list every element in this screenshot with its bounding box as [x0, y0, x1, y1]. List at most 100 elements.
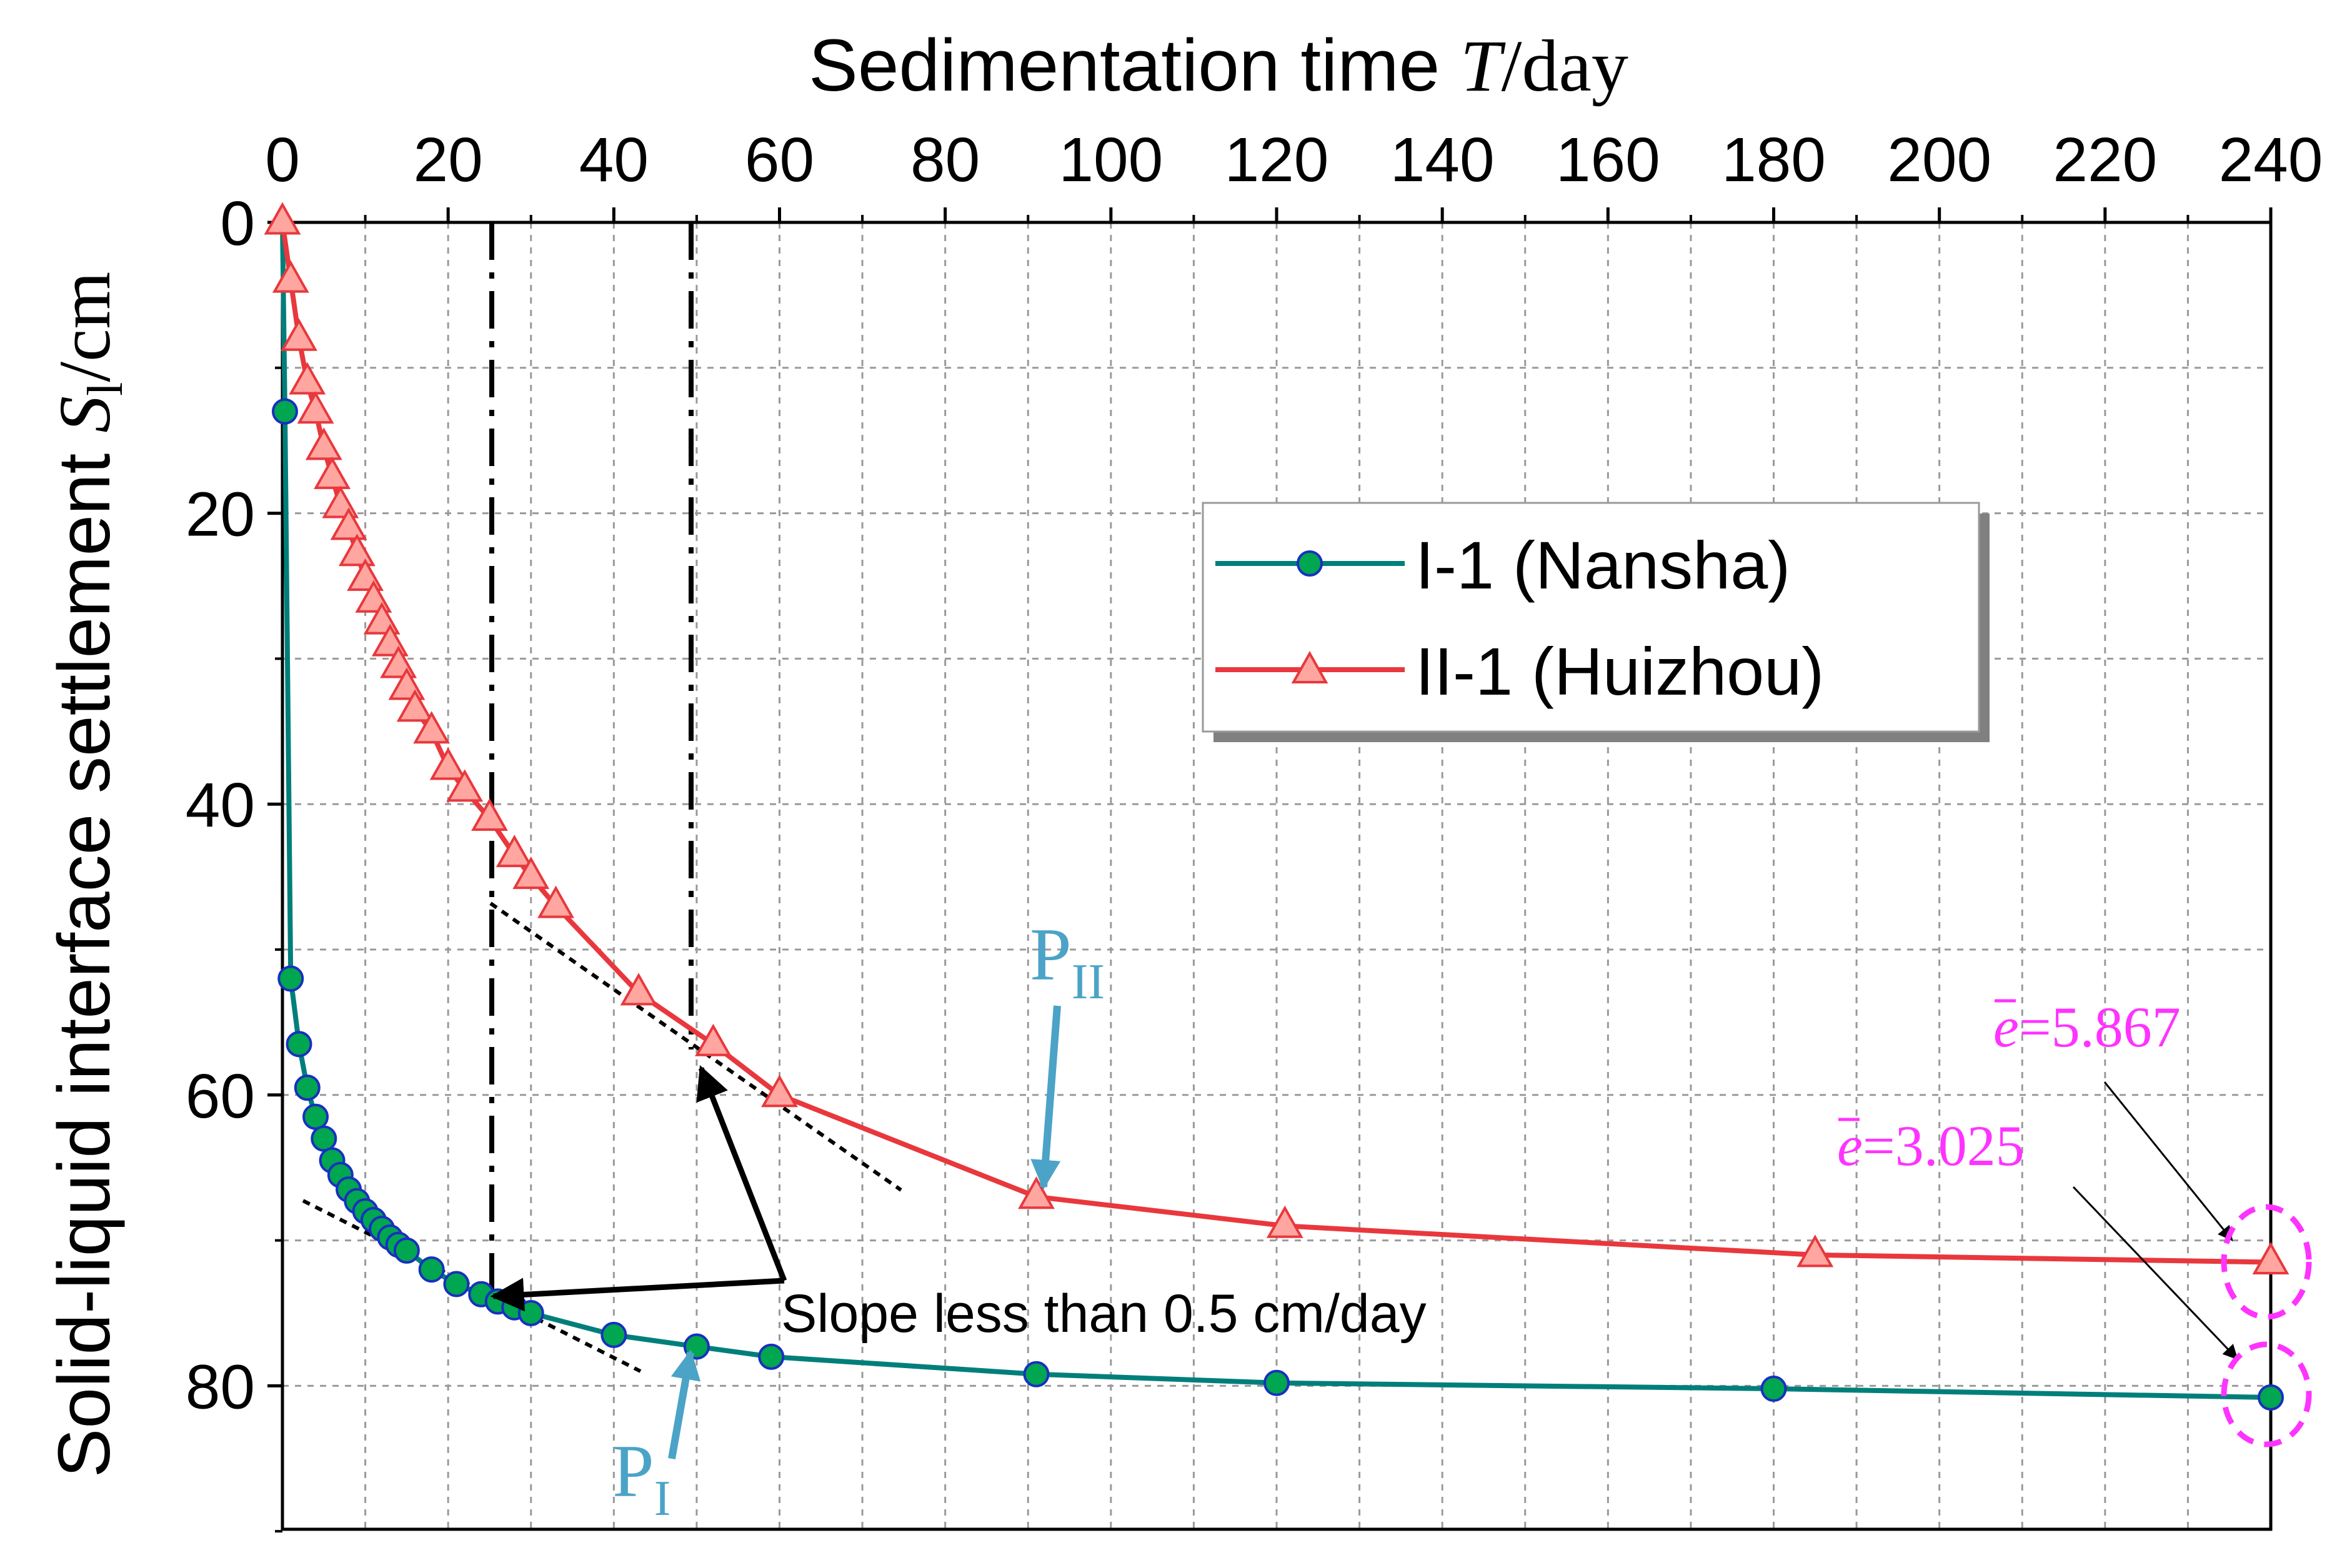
e1-highlight-circle — [2221, 1204, 2312, 1320]
data-point — [286, 1031, 312, 1058]
slope-arrow-to-p1 — [490, 1278, 785, 1312]
data-point — [1263, 1369, 1290, 1396]
e1-label: e=5.867 — [1993, 995, 2181, 1059]
data-point — [517, 1300, 544, 1326]
data-point — [338, 533, 376, 567]
data-point — [443, 1271, 470, 1298]
data-point — [537, 885, 574, 918]
data-point — [281, 318, 317, 351]
data-point — [418, 1256, 445, 1283]
data-point — [512, 856, 550, 890]
e1-label-text: =5.867 — [2019, 995, 2181, 1059]
data-point — [496, 835, 533, 868]
e1-label-var: e — [1993, 995, 2019, 1059]
slope-arrow-to-p2 — [696, 1064, 787, 1282]
e1-arrow — [2103, 1081, 2233, 1241]
x-tick-label: 200 — [1887, 125, 1991, 195]
x-tick-label: 0 — [265, 125, 300, 195]
legend-box — [1202, 502, 1980, 733]
data-point — [264, 202, 301, 235]
data-point — [272, 260, 309, 293]
slope-annotation: Slope less than 0.5 cm/day — [781, 1284, 1427, 1344]
legend-marker-huizhou — [1291, 650, 1328, 683]
tangent-line-huizhou — [489, 901, 902, 1192]
y-tick-label: 40 — [186, 770, 255, 840]
data-point — [2252, 1241, 2290, 1274]
data-point — [446, 769, 484, 802]
x-axis-ticks: 0 20 40 60 80 100 120 140 160 180 200 220 240 — [265, 125, 2323, 222]
data-point — [429, 747, 467, 780]
p2-arrow — [1030, 1005, 1061, 1190]
e2-arrow — [2072, 1186, 2238, 1360]
data-point — [311, 1125, 337, 1152]
data-point — [271, 398, 298, 425]
y-axis-label-unit: /cm — [44, 272, 126, 382]
series-huizhou — [264, 202, 2290, 1274]
x-tick-label: 160 — [1556, 125, 1660, 195]
y-tick-label: 0 — [220, 189, 255, 259]
data-point — [413, 711, 451, 744]
x-axis-label: Sedimentation time T/day — [809, 24, 1628, 107]
y-tick-label: 60 — [186, 1061, 255, 1131]
data-point — [277, 965, 304, 992]
legend-label-huizhou: II-1 (Huizhou) — [1415, 633, 1824, 709]
y-tick-label: 80 — [186, 1352, 255, 1422]
p1-arrow — [668, 1349, 701, 1460]
data-point — [761, 1074, 798, 1108]
e2-label: e=3.025 — [1837, 1114, 2025, 1178]
data-point — [2258, 1384, 2284, 1411]
y-axis-label-sub: l — [78, 382, 133, 396]
x-tick-label: 80 — [910, 125, 980, 195]
p1-label-main: P — [612, 1429, 654, 1512]
data-point — [297, 391, 334, 424]
y-axis-ticks: 0 20 40 60 80 — [186, 189, 282, 1533]
y-axis-label-text: Solid-liquid interface settlement — [43, 433, 126, 1478]
x-axis-label-text: Sedimentation time — [809, 24, 1460, 107]
p2-label: PII — [1030, 913, 1105, 1010]
data-point — [1023, 1361, 1050, 1387]
x-tick-label: 120 — [1225, 125, 1329, 195]
data-point — [620, 973, 657, 1006]
p2-label-sub: II — [1072, 955, 1105, 1010]
data-point — [289, 362, 326, 395]
legend-label-nansha: I-1 (Nansha) — [1415, 527, 1790, 603]
e2-highlight-circle — [2221, 1341, 2312, 1447]
x-axis-label-unit: /day — [1502, 25, 1628, 107]
x-tick-label: 100 — [1059, 125, 1163, 195]
legend-marker-nansha — [1297, 550, 1323, 577]
data-point — [1018, 1176, 1055, 1209]
data-point — [305, 427, 342, 460]
data-point — [302, 1103, 329, 1130]
x-axis-label-var: T — [1460, 25, 1506, 107]
data-point — [758, 1343, 785, 1370]
x-tick-label: 180 — [1722, 125, 1826, 195]
data-point — [322, 485, 359, 519]
y-axis-label-var: S — [44, 396, 126, 433]
x-tick-label: 240 — [2219, 125, 2323, 195]
data-point — [1760, 1376, 1787, 1402]
x-tick-label: 220 — [2053, 125, 2157, 195]
p1-label: PI — [612, 1429, 670, 1526]
legend: I-1 (Nansha) II-1 (Huizhou) — [1202, 502, 1990, 742]
x-tick-label: 140 — [1390, 125, 1495, 195]
e2-label-text: =3.025 — [1863, 1114, 2025, 1178]
e2-label-var: e — [1837, 1114, 1863, 1178]
data-point — [695, 1023, 732, 1056]
data-point — [600, 1321, 627, 1348]
x-tick-label: 40 — [579, 125, 649, 195]
data-point — [1266, 1205, 1303, 1238]
y-axis-label: Solid-liquid interface settlement Sl/cm — [43, 272, 133, 1478]
p1-label-sub: I — [654, 1471, 671, 1526]
data-point — [314, 456, 351, 489]
data-point — [1796, 1234, 1834, 1268]
data-point — [294, 1074, 321, 1101]
y-tick-label: 20 — [186, 480, 255, 550]
data-point — [330, 507, 367, 540]
data-point — [471, 798, 508, 831]
data-point — [396, 689, 434, 722]
x-tick-label: 20 — [414, 125, 483, 195]
data-point — [393, 1237, 420, 1264]
x-tick-label: 60 — [745, 125, 814, 195]
p2-label-main: P — [1030, 913, 1072, 996]
